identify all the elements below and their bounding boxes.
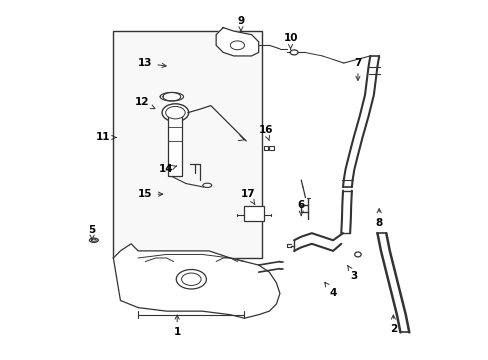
Text: 4: 4: [324, 282, 336, 298]
Text: 13: 13: [138, 58, 166, 68]
Text: 9: 9: [237, 15, 244, 31]
Text: 5: 5: [88, 225, 96, 240]
Text: 14: 14: [159, 165, 176, 174]
Text: 6: 6: [297, 200, 304, 216]
Ellipse shape: [181, 273, 201, 285]
Ellipse shape: [290, 50, 297, 55]
Text: 1: 1: [173, 315, 181, 337]
Ellipse shape: [176, 270, 206, 289]
Bar: [264, 146, 268, 150]
Text: 8: 8: [375, 209, 382, 228]
Ellipse shape: [91, 239, 96, 241]
FancyBboxPatch shape: [168, 113, 182, 176]
Polygon shape: [113, 244, 279, 318]
Ellipse shape: [165, 107, 185, 119]
Text: 10: 10: [283, 33, 297, 49]
Ellipse shape: [230, 41, 244, 50]
Text: 3: 3: [347, 266, 357, 281]
Text: 17: 17: [240, 189, 255, 204]
Ellipse shape: [162, 104, 188, 122]
Text: 2: 2: [389, 315, 396, 334]
Ellipse shape: [203, 183, 211, 188]
Text: 12: 12: [134, 97, 155, 109]
Text: 16: 16: [258, 125, 272, 141]
Bar: [113, 31, 262, 258]
Bar: [269, 146, 273, 150]
Ellipse shape: [354, 252, 360, 257]
Text: 7: 7: [353, 58, 361, 80]
Polygon shape: [216, 28, 258, 56]
Text: 15: 15: [138, 189, 163, 199]
FancyBboxPatch shape: [244, 206, 264, 221]
Ellipse shape: [89, 238, 98, 242]
Text: 11: 11: [95, 132, 116, 143]
